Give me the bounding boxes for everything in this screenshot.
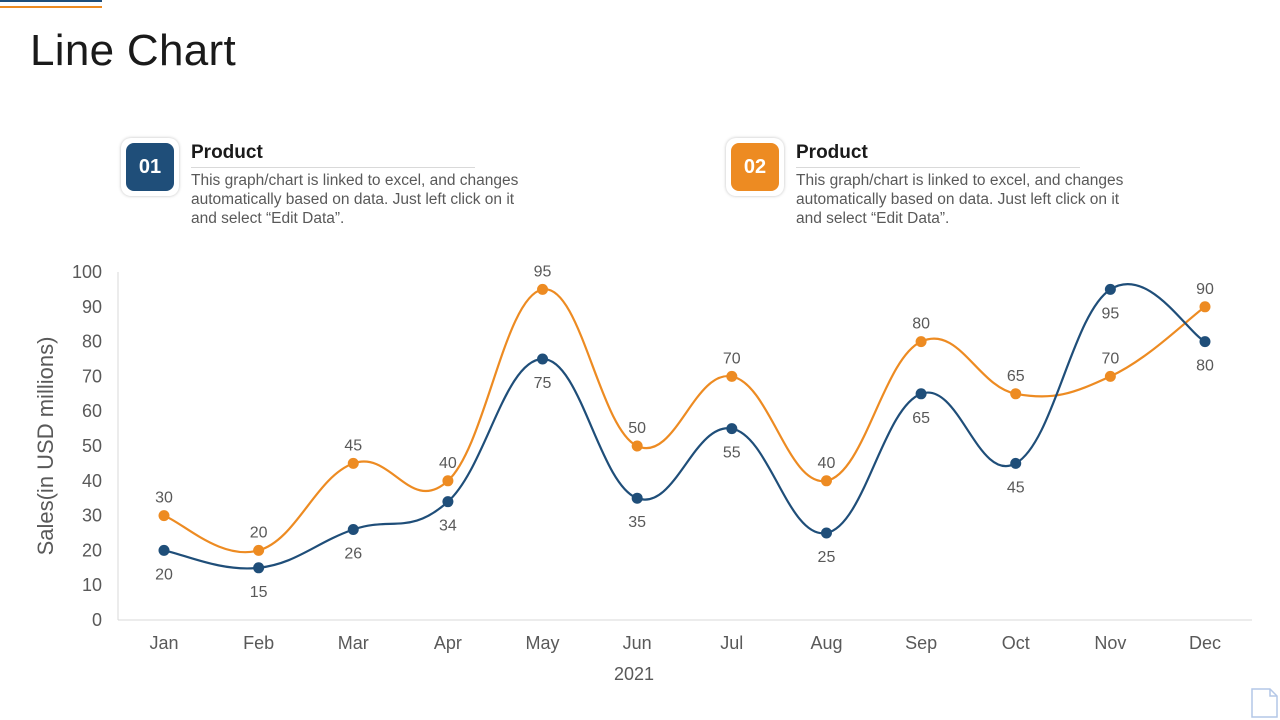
y-axis-title: Sales(in USD millions) xyxy=(33,337,58,556)
x-tick-label: Dec xyxy=(1189,633,1221,653)
y-tick-label: 10 xyxy=(82,575,102,595)
series-1-point xyxy=(1010,457,1022,469)
page-title: Line Chart xyxy=(30,26,237,75)
legend-title-01: Product xyxy=(191,142,263,163)
series-2-data-label: 40 xyxy=(818,455,836,472)
legend-description-01: This graph/chart is linked to excel, and… xyxy=(191,172,519,227)
series-1-data-label: 35 xyxy=(628,514,646,531)
series-1-data-label: 55 xyxy=(723,445,741,462)
x-tick-label: Oct xyxy=(1002,633,1030,653)
x-tick-label: Mar xyxy=(338,633,369,653)
series-2-data-label: 95 xyxy=(534,263,552,280)
series-2-data-label: 80 xyxy=(912,316,930,333)
series-1-point xyxy=(1199,336,1211,348)
series-1-data-label: 45 xyxy=(1007,479,1025,496)
series-1-data-label: 80 xyxy=(1196,358,1214,375)
x-tick-label: Jun xyxy=(623,633,652,653)
series-1-point xyxy=(158,544,170,556)
x-tick-label: Feb xyxy=(243,633,274,653)
series-1-data-label: 25 xyxy=(818,549,836,566)
series-1-point xyxy=(442,496,454,508)
y-tick-label: 80 xyxy=(82,332,102,352)
divider xyxy=(796,167,1080,168)
series-2-point xyxy=(820,475,832,487)
series-2-point xyxy=(1199,301,1211,313)
line-chart: 0 10 20 30 40 50 60 70 80 90 100 Jan Feb Mar Apr May Jun… xyxy=(33,262,1252,684)
series-2-data-label: 45 xyxy=(344,437,362,454)
series-1-data-label: 15 xyxy=(250,584,268,601)
x-tick-label: Apr xyxy=(434,633,462,653)
y-tick-label: 20 xyxy=(82,540,102,560)
series-1-data-label: 95 xyxy=(1101,305,1119,322)
series-2-data-label: 70 xyxy=(723,350,741,367)
series-1-data-label: 65 xyxy=(912,410,930,427)
series-line-2 xyxy=(163,288,1206,554)
series-2-data-label: 40 xyxy=(439,455,457,472)
series-1-point xyxy=(820,527,832,539)
series-2-point xyxy=(726,370,738,382)
divider xyxy=(191,167,475,168)
series-1-point xyxy=(1104,283,1116,295)
legend-description-02: This graph/chart is linked to excel, and… xyxy=(796,172,1124,227)
series-1-point xyxy=(726,423,738,435)
x-tick-label: Aug xyxy=(810,633,842,653)
document-icon xyxy=(1251,688,1278,718)
series-1-data-label: 75 xyxy=(534,375,552,392)
series-2-data-label: 50 xyxy=(628,420,646,437)
y-tick-label: 90 xyxy=(82,297,102,317)
series-2-point xyxy=(1010,388,1022,400)
x-tick-label: Jul xyxy=(720,633,743,653)
legend-card-01: 01 Product This graph/chart is linked to… xyxy=(121,138,541,238)
series-1-point xyxy=(253,562,265,574)
series-2-point xyxy=(537,283,549,295)
series-2-data-label: 65 xyxy=(1007,368,1025,385)
series-1-data-label: 34 xyxy=(439,518,457,535)
series-2-point xyxy=(253,544,265,556)
accent-bar-blue xyxy=(0,0,102,2)
series-2-point xyxy=(631,440,643,452)
series-2-point xyxy=(347,457,359,469)
series-1-point xyxy=(347,524,359,536)
y-tick-label: 50 xyxy=(82,436,102,456)
series-2-point xyxy=(158,510,170,522)
series-1-point xyxy=(631,492,643,504)
x-tick-label: Sep xyxy=(905,633,937,653)
series-1-point xyxy=(537,353,549,365)
accent-bar-orange xyxy=(0,6,102,8)
series-2-data-label: 90 xyxy=(1196,281,1214,298)
series-1-data-label: 20 xyxy=(155,566,173,583)
series-2-point xyxy=(915,336,927,348)
series-line-1 xyxy=(163,282,1206,570)
y-tick-label: 70 xyxy=(82,366,102,386)
legend-badge-02: 02 xyxy=(731,143,779,191)
x-tick-label: Nov xyxy=(1094,633,1126,653)
badge-frame: 01 xyxy=(121,138,179,196)
series-2-data-label: 70 xyxy=(1101,350,1119,367)
legend-title-02: Product xyxy=(796,142,868,163)
legend-badge-01: 01 xyxy=(126,143,174,191)
series-1-data-label: 26 xyxy=(344,546,362,563)
series-2-data-label: 30 xyxy=(155,490,173,507)
series-2-data-label: 20 xyxy=(250,524,268,541)
x-tick-label: May xyxy=(526,633,560,653)
series-2-point xyxy=(442,475,454,487)
y-tick-label: 30 xyxy=(82,506,102,526)
legend-card-02: 02 Product This graph/chart is linked to… xyxy=(726,138,1146,238)
x-tick-label: Jan xyxy=(149,633,178,653)
series-2-point xyxy=(1104,370,1116,382)
x-axis-title: 2021 xyxy=(614,664,654,684)
series-1-point xyxy=(915,388,927,400)
y-tick-label: 60 xyxy=(82,401,102,421)
badge-frame: 02 xyxy=(726,138,784,196)
y-tick-label: 40 xyxy=(82,471,102,491)
y-tick-label: 0 xyxy=(92,610,102,630)
y-tick-label: 100 xyxy=(72,262,102,282)
